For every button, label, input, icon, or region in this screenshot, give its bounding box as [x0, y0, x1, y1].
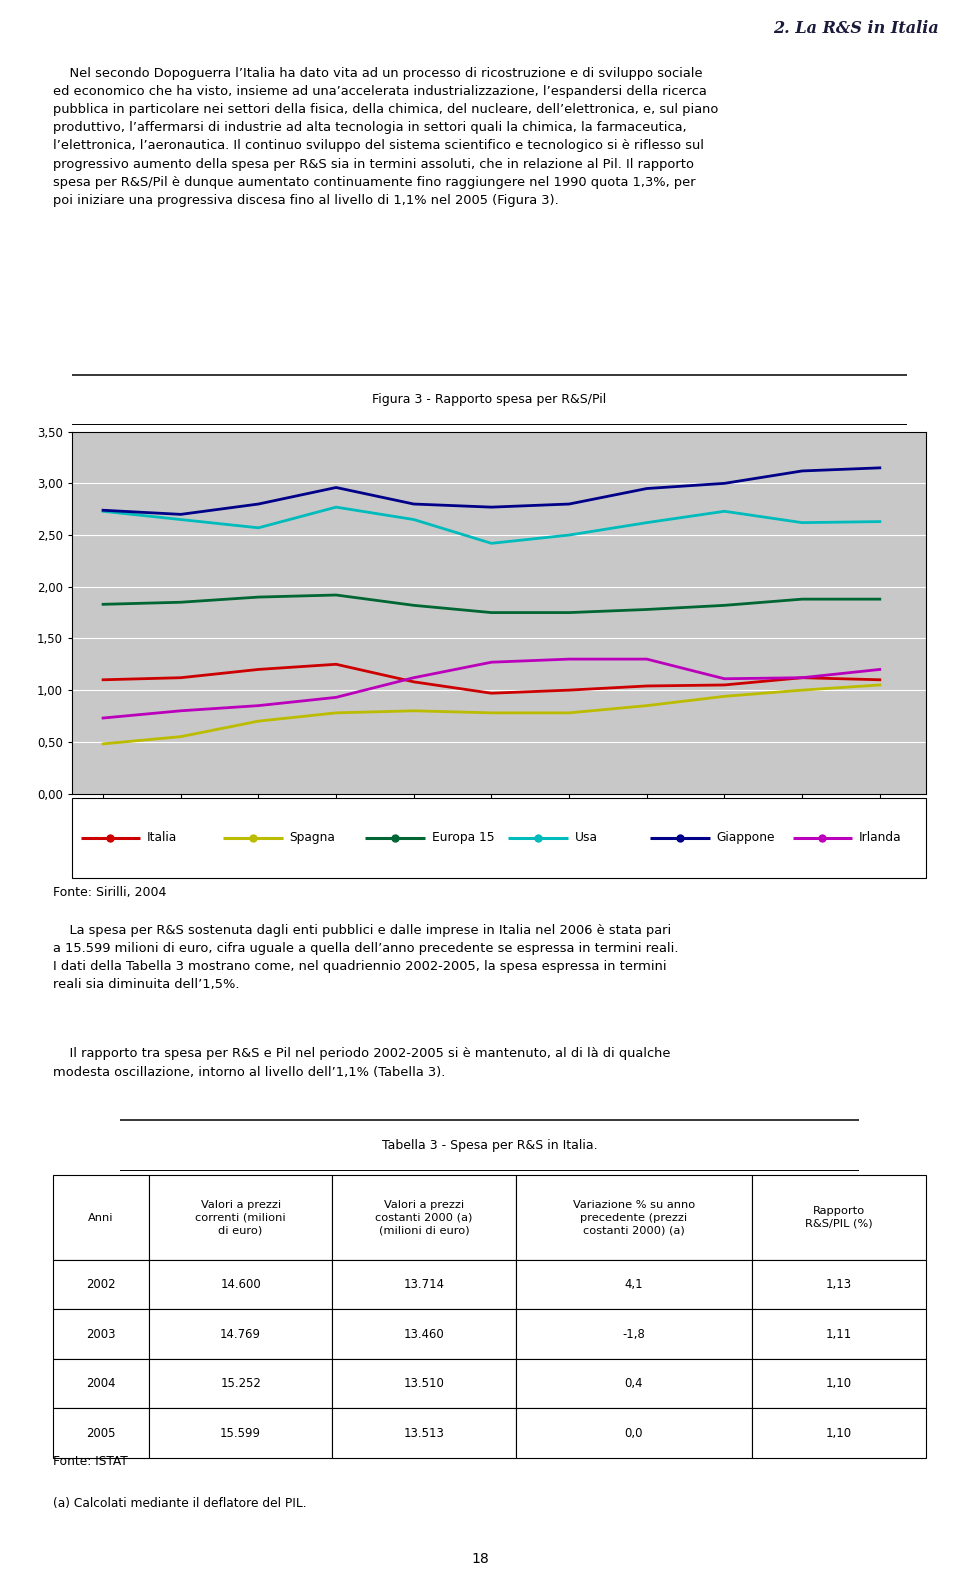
Text: Nel secondo Dopoguerra l’Italia ha dato vita ad un processo di ricostruzione e d: Nel secondo Dopoguerra l’Italia ha dato … [53, 67, 718, 206]
Text: Europa 15: Europa 15 [432, 832, 494, 844]
Text: Irlanda: Irlanda [859, 832, 901, 844]
Text: (a) Calcolati mediante il deflatore del PIL.: (a) Calcolati mediante il deflatore del … [53, 1497, 306, 1511]
Text: Il rapporto tra spesa per R&S e Pil nel periodo 2002-2005 si è mantenuto, al di : Il rapporto tra spesa per R&S e Pil nel … [53, 1047, 670, 1079]
FancyBboxPatch shape [72, 798, 926, 878]
Text: Tabella 3 - Spesa per R&S in Italia.: Tabella 3 - Spesa per R&S in Italia. [382, 1138, 597, 1152]
Text: La spesa per R&S sostenuta dagli enti pubblici e dalle imprese in Italia nel 200: La spesa per R&S sostenuta dagli enti pu… [53, 924, 679, 992]
Text: Fonte: ISTAT: Fonte: ISTAT [53, 1455, 128, 1468]
Text: Italia: Italia [147, 832, 178, 844]
Text: Spagna: Spagna [290, 832, 335, 844]
Text: Usa: Usa [574, 832, 597, 844]
Text: 2. La R&S in Italia: 2. La R&S in Italia [773, 19, 939, 37]
Text: Figura 3 - Rapporto spesa per R&S/Pil: Figura 3 - Rapporto spesa per R&S/Pil [372, 392, 607, 406]
Text: Fonte: Sirilli, 2004: Fonte: Sirilli, 2004 [53, 886, 166, 900]
Text: Giappone: Giappone [717, 832, 776, 844]
Text: 18: 18 [471, 1552, 489, 1566]
